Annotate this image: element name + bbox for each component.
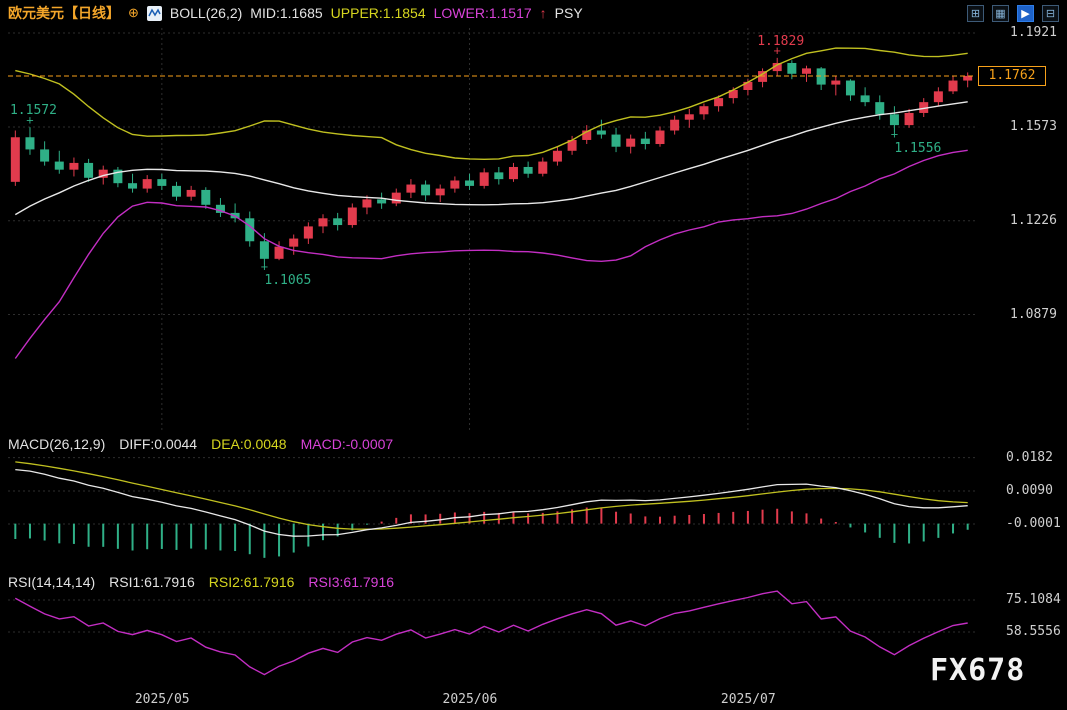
svg-text:+: + bbox=[261, 259, 269, 274]
symbol-title[interactable]: 欧元美元【日线】 bbox=[8, 5, 120, 21]
last-price-badge: 1.1762 bbox=[978, 65, 1046, 86]
up-arrow-icon: ↑ bbox=[539, 5, 547, 21]
svg-text:+: + bbox=[26, 112, 34, 127]
psy-label[interactable]: PSY bbox=[554, 5, 583, 21]
macd-axis-label: -0.0001 bbox=[1006, 516, 1061, 531]
rsi3-label: RSI3:61.7916 bbox=[308, 574, 395, 590]
macd-dea-label: DEA:0.0048 bbox=[211, 436, 287, 452]
watermark: FX678 bbox=[930, 653, 1026, 688]
macd-axis-label: 0.0090 bbox=[1006, 483, 1053, 498]
macd-title: MACD(26,12,9) bbox=[8, 436, 106, 452]
price-axis-label: 1.1921 bbox=[1010, 25, 1057, 40]
top-toolbar: 欧元美元【日线】 ⊕ BOLL(26,2) MID:1.1685 UPPER:1… bbox=[0, 0, 1067, 26]
price-axis-label: 1.0879 bbox=[1010, 307, 1057, 322]
price-axis-label: 1.1573 bbox=[1010, 119, 1057, 134]
boll-upper-label: UPPER:1.1854 bbox=[330, 5, 426, 21]
boll-indicator-icon bbox=[146, 5, 162, 21]
svg-text:+: + bbox=[773, 43, 781, 58]
panel-layout-icon[interactable]: ▦ bbox=[992, 4, 1009, 22]
play-icon[interactable]: ▶ bbox=[1017, 4, 1034, 22]
price-annotation: 1.1829 bbox=[757, 33, 805, 49]
time-axis-label: 2025/07 bbox=[720, 692, 776, 707]
boll-lower-label: LOWER:1.1517 bbox=[433, 5, 532, 21]
svg-text:+: + bbox=[891, 127, 899, 142]
rsi-axis-label: 75.1084 bbox=[1006, 592, 1061, 607]
macd-value-label: MACD:-0.0007 bbox=[300, 436, 394, 452]
rsi1-label: RSI1:61.7916 bbox=[109, 574, 195, 590]
grid-layout-icon[interactable]: ⊞ bbox=[967, 4, 984, 22]
time-axis-label: 2025/05 bbox=[134, 692, 190, 707]
boll-mid-label: MID:1.1685 bbox=[250, 5, 323, 21]
rsi2-label: RSI2:61.7916 bbox=[208, 574, 295, 590]
price-annotation: 1.1556 bbox=[894, 140, 942, 156]
rsi-title: RSI(14,14,14) bbox=[8, 574, 96, 590]
macd-diff-label: DIFF:0.0044 bbox=[119, 436, 198, 452]
price-annotation: 1.1065 bbox=[264, 273, 312, 289]
circle-plus-icon[interactable]: ⊕ bbox=[128, 5, 139, 20]
rsi-panel-header: RSI(14,14,14) RSI1:61.7916 RSI2:61.7916 … bbox=[8, 574, 394, 590]
boll-params-label: BOLL(26,2) bbox=[169, 5, 243, 21]
price-annotation: 1.1572 bbox=[9, 103, 57, 119]
expand-layout-icon[interactable]: ⊟ bbox=[1042, 4, 1059, 22]
macd-panel-header: MACD(26,12,9) DIFF:0.0044 DEA:0.0048 MAC… bbox=[8, 436, 393, 452]
price-axis-label: 1.1226 bbox=[1010, 213, 1057, 228]
macd-axis-label: 0.0182 bbox=[1006, 450, 1053, 465]
time-axis-label: 2025/06 bbox=[442, 692, 498, 707]
rsi-axis-label: 58.5556 bbox=[1006, 624, 1061, 639]
